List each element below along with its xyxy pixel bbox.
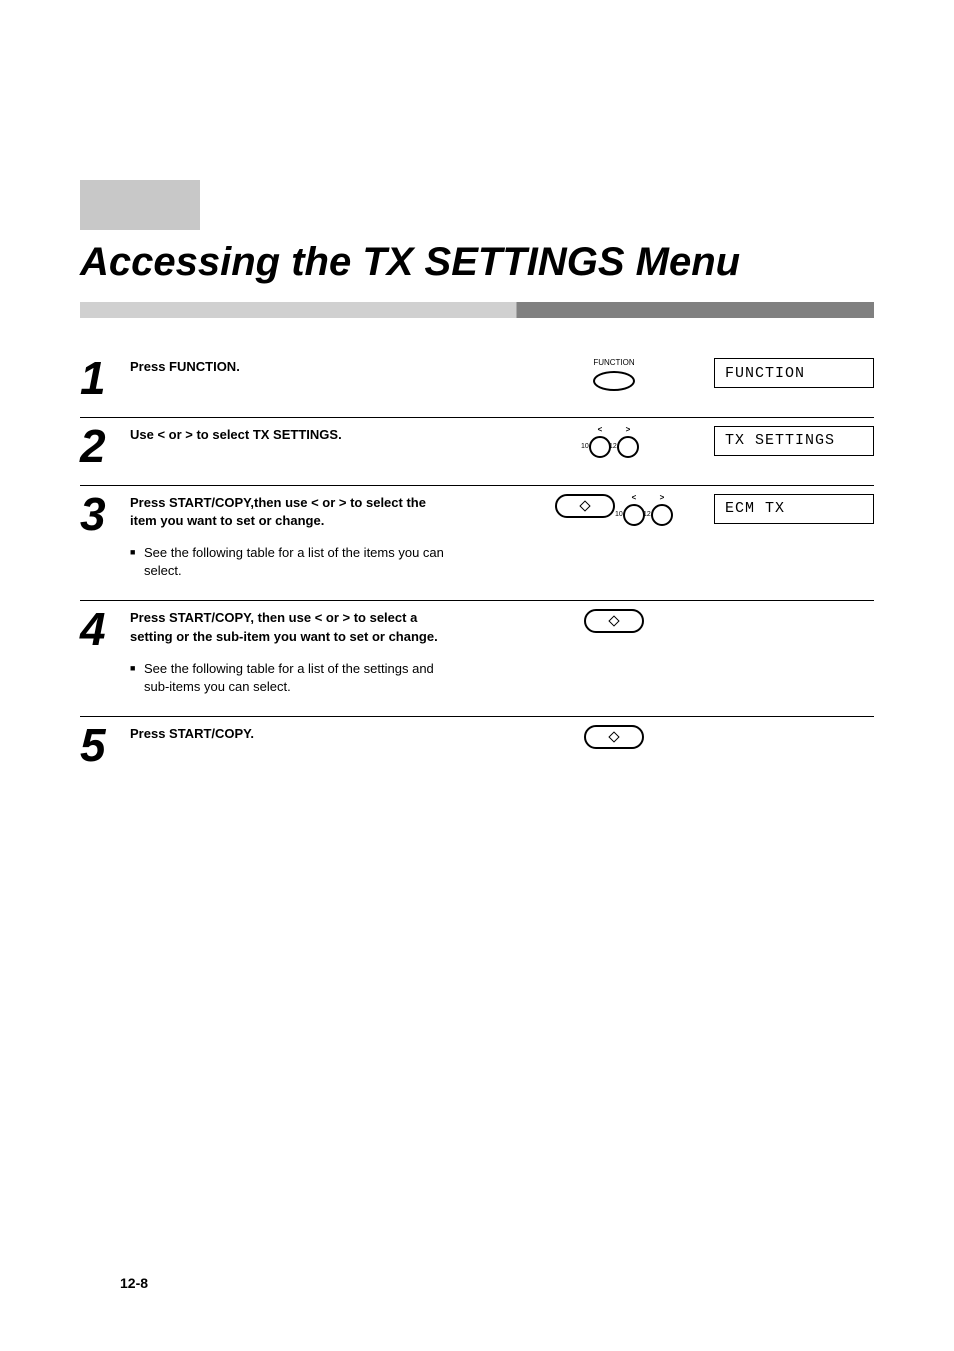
- start-copy-button-icon: [584, 725, 644, 749]
- icon-column: < 10 > 12: [514, 492, 714, 526]
- step-instruction: Press START/COPY.: [130, 725, 450, 743]
- icon-column: < 10 > 12: [514, 424, 714, 458]
- display-column: FUNCTION: [714, 356, 874, 388]
- step-note: See the following table for a list of th…: [130, 544, 450, 580]
- lcd-display: TX SETTINGS: [714, 426, 874, 456]
- start-copy-button-icon: [584, 609, 644, 633]
- function-label: FUNCTION: [593, 358, 634, 367]
- step-row: 1 Press FUNCTION. FUNCTION FUNCTION: [80, 350, 874, 397]
- icon-column: [514, 723, 714, 749]
- left-arrow-icon: <: [598, 426, 603, 434]
- button-number: 12: [643, 511, 651, 518]
- display-column: [714, 607, 874, 609]
- right-arrow-button: > 12: [617, 426, 639, 458]
- round-button-icon: 10: [589, 436, 611, 458]
- step-number: 1: [80, 356, 130, 397]
- step-row: 5 Press START/COPY.: [80, 716, 874, 764]
- step-body: Press START/COPY,then use < or > to sele…: [130, 492, 514, 581]
- step-instruction: Press START/COPY,then use < or > to sele…: [130, 494, 450, 530]
- start-copy-button-icon: [555, 494, 615, 518]
- right-arrow-icon: >: [626, 426, 631, 434]
- step-body: Press START/COPY, then use < or > to sel…: [130, 607, 514, 696]
- step-number: 4: [80, 607, 130, 648]
- arrow-buttons-group: < 10 > 12: [589, 426, 639, 458]
- step-instruction: Press START/COPY, then use < or > to sel…: [130, 609, 450, 645]
- display-column: [714, 723, 874, 725]
- step-body: Press START/COPY.: [130, 723, 514, 743]
- left-arrow-button: < 10: [623, 494, 645, 526]
- step-row: 3 Press START/COPY,then use < or > to se…: [80, 485, 874, 581]
- right-arrow-icon: >: [660, 494, 665, 502]
- page-number: 12-8: [120, 1275, 148, 1291]
- steps-content: 1 Press FUNCTION. FUNCTION FUNCTION 2 Us…: [80, 350, 874, 784]
- left-arrow-button: < 10: [589, 426, 611, 458]
- lcd-display: FUNCTION: [714, 358, 874, 388]
- round-button-icon: 12: [651, 504, 673, 526]
- display-column: TX SETTINGS: [714, 424, 874, 456]
- button-number: 12: [609, 443, 617, 450]
- step-note: See the following table for a list of th…: [130, 660, 450, 696]
- title-divider-bar: [80, 302, 874, 318]
- step-number: 3: [80, 492, 130, 533]
- arrow-buttons-group: < 10 > 12: [623, 494, 673, 526]
- function-button-icon: FUNCTION: [593, 358, 635, 391]
- round-button-icon: 10: [623, 504, 645, 526]
- step-body: Use < or > to select TX SETTINGS.: [130, 424, 514, 444]
- step-number: 5: [80, 723, 130, 764]
- diamond-icon: [579, 500, 590, 511]
- oval-button-icon: [593, 371, 635, 391]
- button-number: 10: [615, 511, 623, 518]
- display-column: ECM TX: [714, 492, 874, 524]
- header-gray-block: [80, 180, 200, 230]
- button-number: 10: [581, 443, 589, 450]
- page-title: Accessing the TX SETTINGS Menu: [80, 240, 740, 285]
- lcd-display: ECM TX: [714, 494, 874, 524]
- step-body: Press FUNCTION.: [130, 356, 514, 376]
- right-arrow-button: > 12: [651, 494, 673, 526]
- step-row: 2 Use < or > to select TX SETTINGS. < 10…: [80, 417, 874, 465]
- step-instruction: Press FUNCTION.: [130, 358, 450, 376]
- round-button-icon: 12: [617, 436, 639, 458]
- step-row: 4 Press START/COPY, then use < or > to s…: [80, 600, 874, 696]
- step-instruction: Use < or > to select TX SETTINGS.: [130, 426, 450, 444]
- icon-column: FUNCTION: [514, 356, 714, 391]
- left-arrow-icon: <: [632, 494, 637, 502]
- step-number: 2: [80, 424, 130, 465]
- diamond-icon: [608, 616, 619, 627]
- diamond-icon: [608, 731, 619, 742]
- icon-column: [514, 607, 714, 633]
